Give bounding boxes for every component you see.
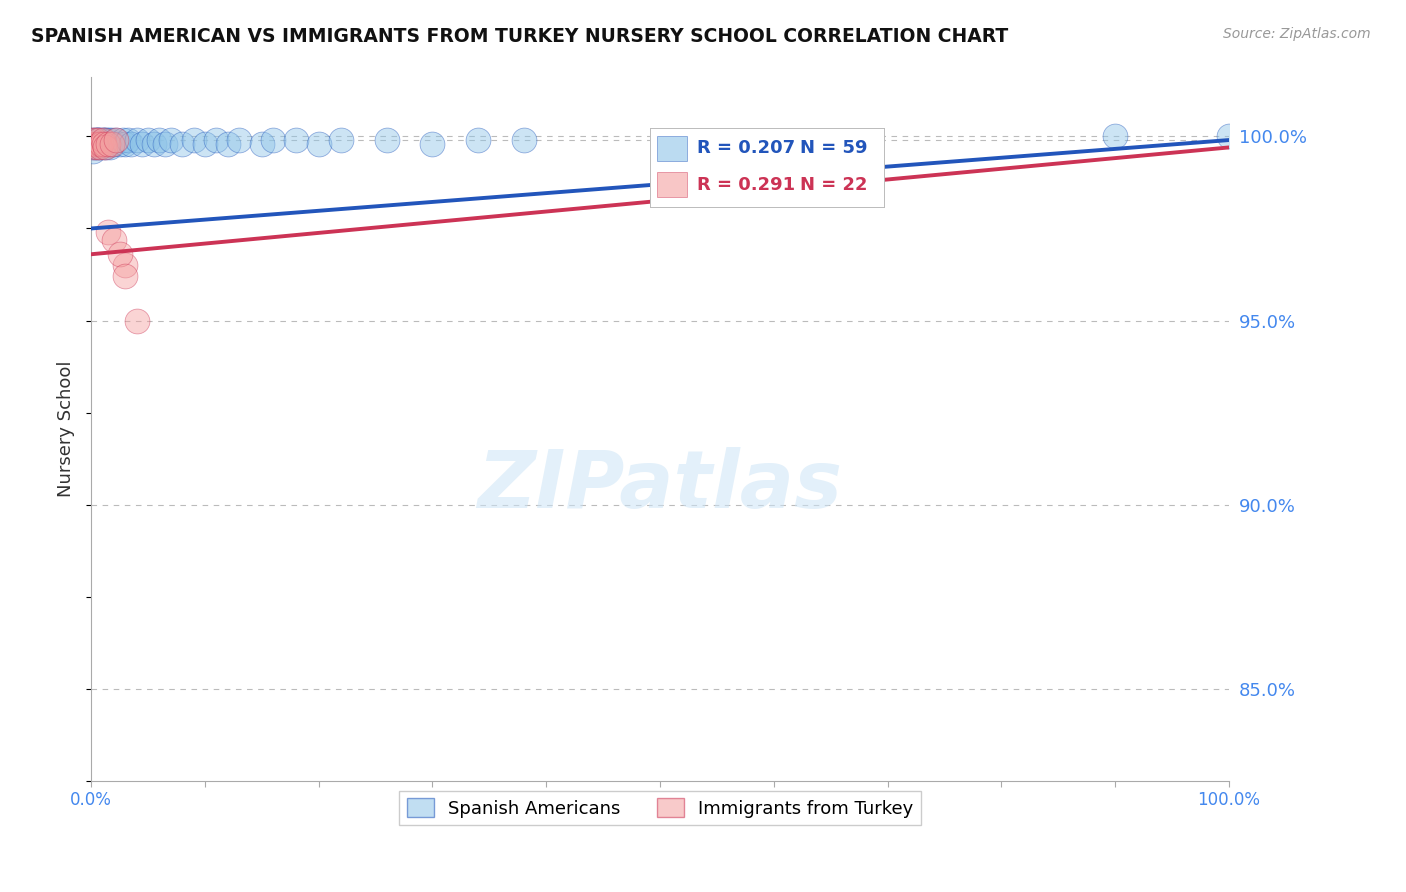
- Point: [284, 133, 307, 147]
- Point: [1104, 129, 1126, 144]
- Point: [114, 136, 136, 151]
- Point: [82, 144, 104, 158]
- Point: [96, 133, 118, 147]
- Point: [467, 133, 489, 147]
- Point: [98, 133, 121, 147]
- Point: [91, 133, 114, 147]
- Text: R = 0.291: R = 0.291: [696, 176, 794, 194]
- Point: [117, 133, 139, 147]
- Point: [228, 133, 250, 147]
- Point: [125, 313, 148, 327]
- Point: [262, 133, 284, 147]
- Point: [86, 133, 108, 147]
- Text: Source: ZipAtlas.com: Source: ZipAtlas.com: [1223, 27, 1371, 41]
- Point: [97, 136, 120, 151]
- Point: [183, 133, 205, 147]
- Point: [94, 140, 117, 154]
- Point: [97, 136, 120, 151]
- Point: [82, 133, 104, 147]
- Point: [82, 133, 104, 147]
- Text: N = 59: N = 59: [800, 139, 868, 157]
- Point: [172, 136, 194, 151]
- Point: [82, 136, 104, 151]
- Point: [136, 133, 159, 147]
- Point: [330, 133, 353, 147]
- Bar: [657, 136, 688, 161]
- Point: [87, 133, 110, 147]
- Point: [87, 136, 110, 151]
- Point: [89, 133, 111, 147]
- Point: [1218, 129, 1240, 144]
- Point: [82, 140, 104, 154]
- Bar: [657, 172, 688, 197]
- Text: SPANISH AMERICAN VS IMMIGRANTS FROM TURKEY NURSERY SCHOOL CORRELATION CHART: SPANISH AMERICAN VS IMMIGRANTS FROM TURK…: [31, 27, 1008, 45]
- Point: [97, 225, 120, 239]
- Point: [250, 136, 273, 151]
- Point: [84, 133, 107, 147]
- Legend: Spanish Americans, Immigrants from Turkey: Spanish Americans, Immigrants from Turke…: [399, 791, 921, 825]
- Point: [84, 136, 107, 151]
- Point: [108, 247, 131, 261]
- Point: [100, 140, 122, 154]
- Point: [90, 136, 112, 151]
- Point: [103, 136, 125, 151]
- Point: [114, 258, 136, 272]
- Point: [83, 133, 105, 147]
- Point: [83, 133, 105, 147]
- Point: [94, 140, 117, 154]
- Point: [91, 140, 114, 154]
- Point: [100, 136, 122, 151]
- Point: [82, 140, 104, 154]
- Point: [91, 133, 114, 147]
- Point: [120, 136, 142, 151]
- Point: [194, 136, 217, 151]
- Point: [89, 140, 111, 154]
- Point: [87, 136, 110, 151]
- Text: R = 0.207: R = 0.207: [696, 139, 794, 157]
- Point: [105, 133, 128, 147]
- Text: ZIPatlas: ZIPatlas: [478, 447, 842, 524]
- Point: [422, 136, 444, 151]
- Point: [217, 136, 239, 151]
- Point: [94, 133, 117, 147]
- Point: [108, 136, 131, 151]
- Point: [89, 140, 111, 154]
- Point: [159, 133, 181, 147]
- Point: [82, 136, 104, 151]
- Point: [105, 133, 128, 147]
- Point: [90, 136, 112, 151]
- Point: [308, 136, 330, 151]
- Point: [125, 133, 148, 147]
- Point: [375, 133, 398, 147]
- Point: [111, 133, 134, 147]
- Point: [131, 136, 153, 151]
- Point: [86, 136, 108, 151]
- Point: [512, 133, 534, 147]
- Point: [87, 133, 110, 147]
- Y-axis label: Nursery School: Nursery School: [58, 361, 75, 498]
- Point: [153, 136, 176, 151]
- Point: [93, 136, 115, 151]
- Point: [83, 140, 105, 154]
- Point: [86, 140, 108, 154]
- Point: [86, 140, 108, 154]
- Text: N = 22: N = 22: [800, 176, 868, 194]
- Point: [93, 133, 115, 147]
- Point: [93, 136, 115, 151]
- Point: [87, 133, 110, 147]
- Point: [114, 269, 136, 284]
- Point: [103, 233, 125, 247]
- Point: [148, 133, 170, 147]
- Point: [84, 136, 107, 151]
- Point: [205, 133, 228, 147]
- Point: [142, 136, 165, 151]
- Point: [100, 133, 122, 147]
